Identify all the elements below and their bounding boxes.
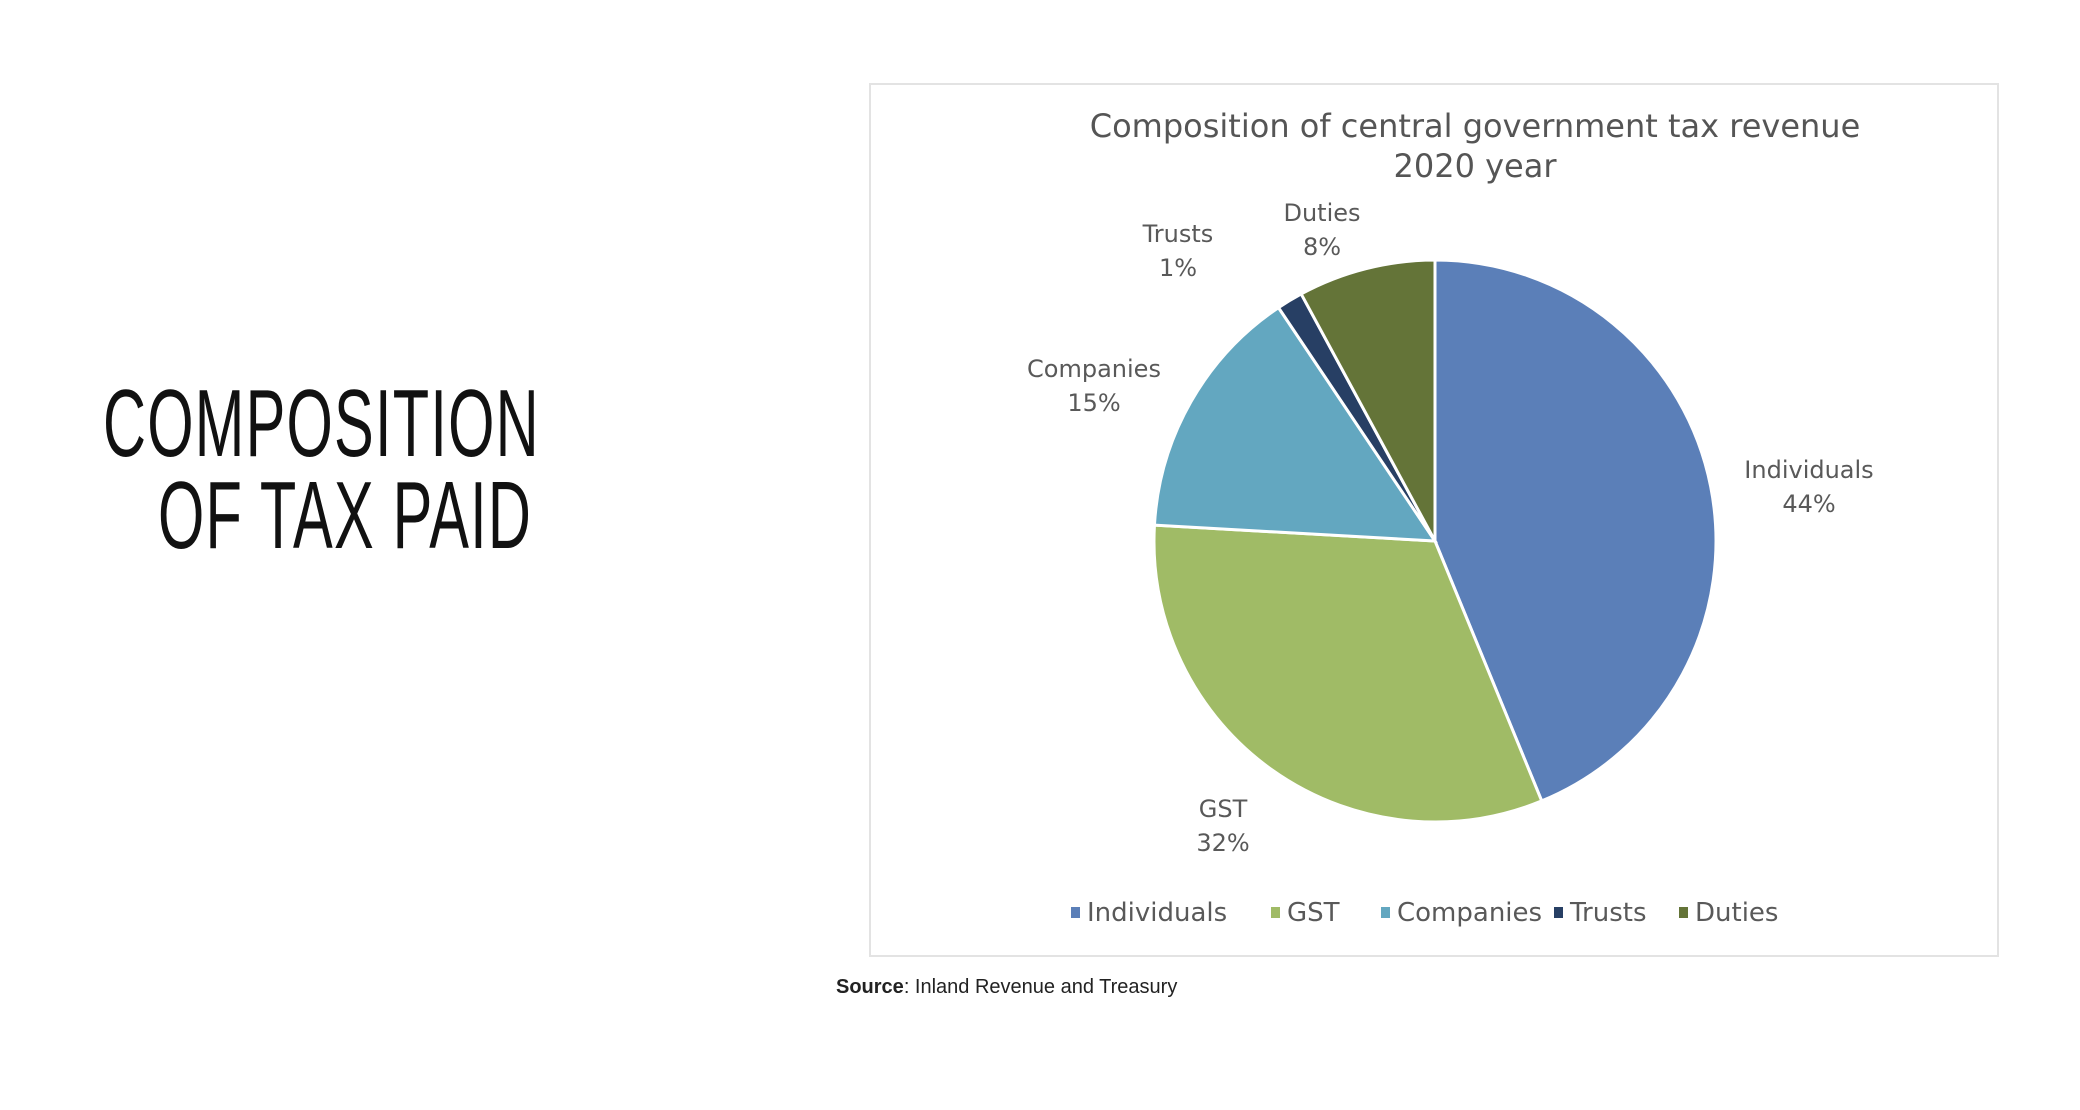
legend-swatch-duties bbox=[1679, 907, 1688, 918]
legend-item-gst: GST bbox=[1287, 898, 1340, 928]
data-label-value: 15% bbox=[1067, 389, 1120, 417]
legend-item-companies: Companies bbox=[1397, 898, 1542, 928]
data-label-name: GST bbox=[1199, 795, 1248, 823]
data-label-name: Duties bbox=[1283, 199, 1360, 227]
pie-slice-individuals bbox=[1433, 258, 1718, 803]
legend-swatch-gst bbox=[1271, 907, 1280, 918]
pie-chart: Composition of central government tax re… bbox=[869, 83, 1999, 957]
legend-item-trusts: Trusts bbox=[1569, 898, 1647, 928]
data-label-value: 1% bbox=[1159, 254, 1197, 282]
source-note: Source: Inland Revenue and Treasury bbox=[836, 976, 1177, 999]
legend-item-duties: Duties bbox=[1695, 898, 1778, 928]
legend-swatch-trusts bbox=[1554, 907, 1563, 918]
data-label-name: Companies bbox=[1027, 355, 1161, 383]
legend-swatch-individuals bbox=[1071, 907, 1080, 918]
source-text: : Inland Revenue and Treasury bbox=[903, 976, 1178, 998]
source-label: Source bbox=[836, 976, 904, 998]
pie-chart-svg: Composition of central government tax re… bbox=[1027, 107, 1874, 928]
slide-heading-line-1: COMPOSITION bbox=[103, 370, 540, 477]
data-label-name: Individuals bbox=[1744, 456, 1873, 484]
data-label-value: 32% bbox=[1196, 829, 1249, 857]
legend-item-individuals: Individuals bbox=[1087, 898, 1227, 928]
chart-title-line-2: 2020 year bbox=[1394, 147, 1558, 185]
pie-slice-duties bbox=[1299, 258, 1437, 542]
slide-heading-line-2: OF TAX PAID bbox=[158, 462, 533, 569]
data-label-name: Trusts bbox=[1142, 220, 1214, 248]
pie-slice-gst bbox=[1152, 523, 1544, 824]
chart-title-line-1: Composition of central government tax re… bbox=[1090, 107, 1861, 145]
legend-swatch-companies bbox=[1381, 907, 1390, 918]
pie-slice-companies bbox=[1152, 305, 1438, 543]
data-label-value: 44% bbox=[1782, 490, 1835, 518]
data-label-value: 8% bbox=[1303, 233, 1341, 261]
